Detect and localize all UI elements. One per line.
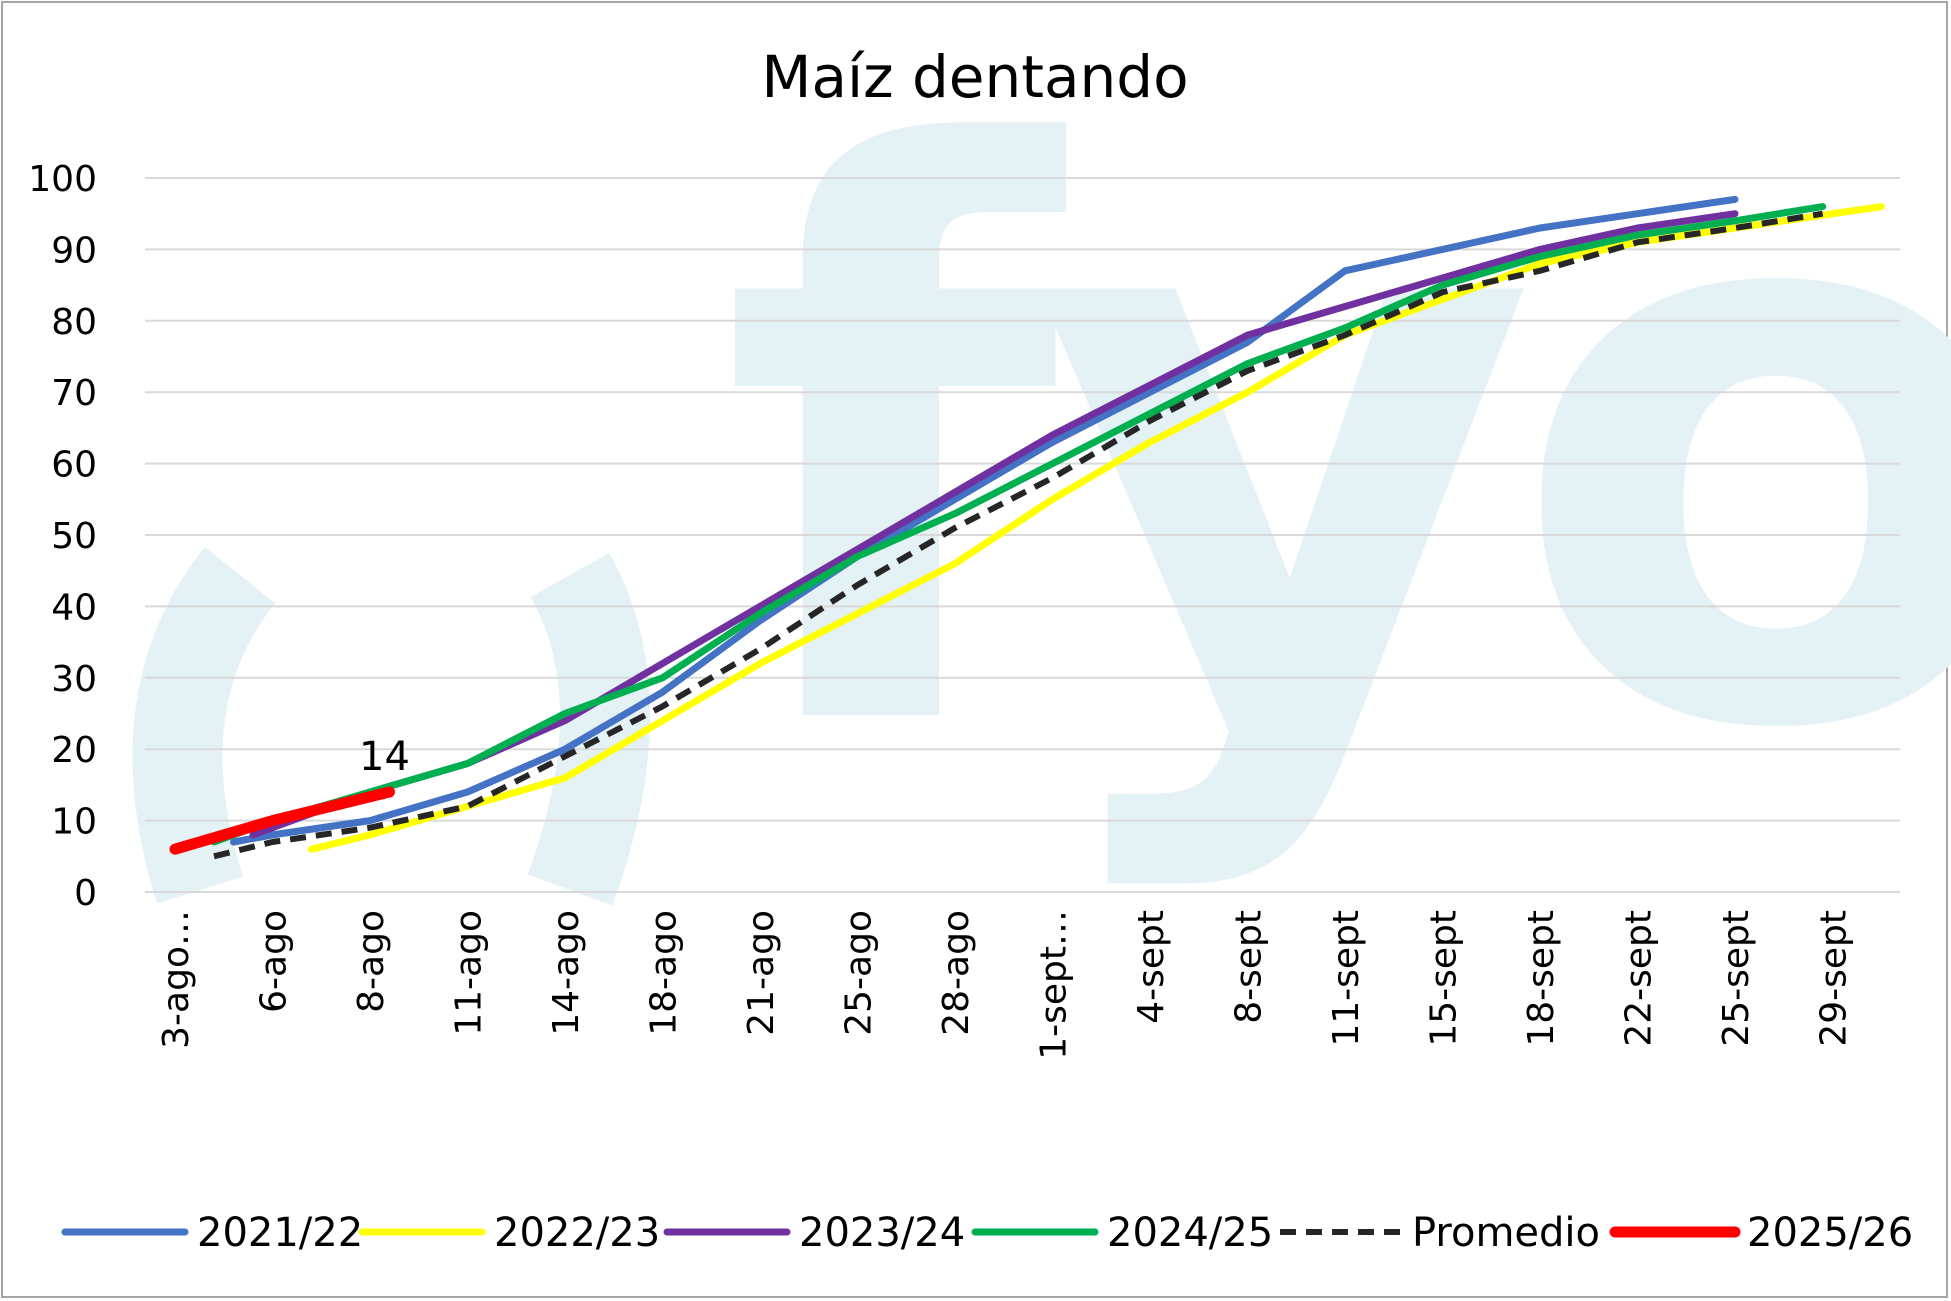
y-tick-label: 40 bbox=[51, 587, 97, 628]
data-label: 14 bbox=[359, 734, 410, 780]
legend-label: 2023/24 bbox=[799, 1210, 965, 1256]
legend-label: Promedio bbox=[1412, 1210, 1600, 1256]
series-line-2021-22 bbox=[230, 195, 1739, 846]
x-tick-label: 8-ago bbox=[351, 910, 392, 1013]
legend-label: 2024/25 bbox=[1107, 1210, 1273, 1256]
x-tick-label: 22-sept bbox=[1619, 910, 1660, 1047]
watermark-text: fyo bbox=[720, 0, 1951, 899]
x-tick-label: 29-sept bbox=[1814, 910, 1855, 1047]
annotations: 14 bbox=[359, 734, 410, 780]
x-tick-label: 11-ago bbox=[449, 910, 490, 1036]
x-tick-label: 15-sept bbox=[1424, 910, 1465, 1047]
chart-title: Maíz dentando bbox=[761, 43, 1188, 111]
legend-label: 2022/23 bbox=[494, 1210, 660, 1256]
y-tick-label: 100 bbox=[28, 159, 97, 200]
x-axis-ticks: 3-ago… 6-ago 8-ago 11-ago 14-ago 18-ago 21-ago… bbox=[156, 910, 1855, 1060]
x-tick-label: 3-ago… bbox=[156, 910, 197, 1049]
fyo-watermark: fyo bbox=[132, 0, 1951, 906]
x-tick-label: 28-ago bbox=[936, 910, 977, 1036]
x-tick-label: 21-ago bbox=[741, 910, 782, 1036]
y-tick-label: 10 bbox=[51, 802, 97, 843]
y-tick-label: 50 bbox=[51, 516, 97, 557]
series-line-2022-23 bbox=[308, 203, 1885, 853]
y-tick-label: 60 bbox=[51, 445, 97, 486]
x-tick-label: 4-sept bbox=[1131, 910, 1172, 1024]
y-tick-label: 70 bbox=[51, 373, 97, 414]
x-tick-label: 25-sept bbox=[1716, 910, 1757, 1047]
series-line-promedio bbox=[213, 210, 1824, 860]
x-tick-label: 18-ago bbox=[644, 910, 685, 1036]
x-tick-label: 6-ago bbox=[254, 910, 295, 1013]
x-tick-label: 14-ago bbox=[546, 910, 587, 1036]
y-tick-label: 0 bbox=[74, 873, 97, 914]
x-tick-label: 18-sept bbox=[1521, 910, 1562, 1047]
x-tick-label: 11-sept bbox=[1326, 910, 1367, 1047]
y-tick-label: 20 bbox=[51, 730, 97, 771]
x-tick-label: 25-ago bbox=[839, 910, 880, 1036]
y-tick-label: 30 bbox=[51, 659, 97, 700]
legend-label: 2021/22 bbox=[197, 1210, 363, 1256]
y-tick-label: 90 bbox=[51, 230, 97, 271]
y-axis-ticks: 0 10 20 30 40 50 60 70 80 90 100 bbox=[28, 159, 97, 914]
series-lines bbox=[169, 195, 1885, 860]
watermark-arc-right bbox=[527, 553, 650, 906]
y-tick-label: 80 bbox=[51, 302, 97, 343]
legend-label: 2025/26 bbox=[1747, 1210, 1913, 1256]
x-tick-label: 1-sept… bbox=[1034, 910, 1075, 1060]
x-tick-label: 8-sept bbox=[1229, 910, 1270, 1024]
series-line-2024-25 bbox=[210, 203, 1827, 846]
series-line-2025-26 bbox=[169, 786, 395, 855]
legend: 2021/22 2022/23 2023/24 2024/25 Promedio 2025… bbox=[61, 1210, 1913, 1256]
